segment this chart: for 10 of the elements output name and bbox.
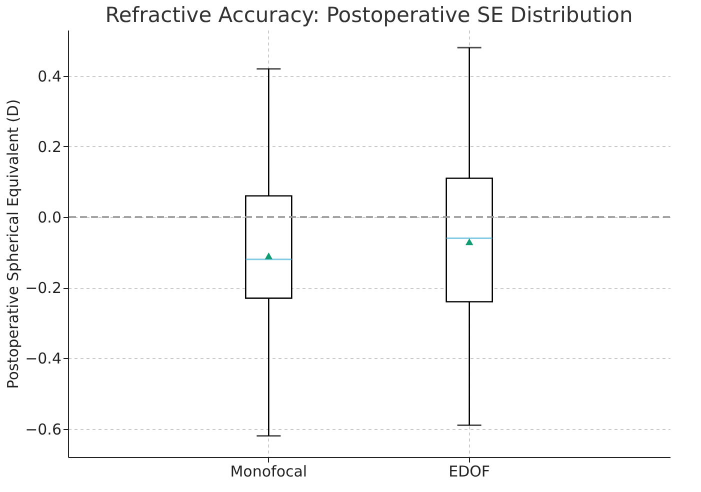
y-tick-label: 0.0 xyxy=(38,208,62,227)
y-tick-label: 0.4 xyxy=(38,67,62,86)
x-tick-label: EDOF xyxy=(448,462,490,480)
y-tick-label: −0.2 xyxy=(25,279,62,298)
chart-title: Refractive Accuracy: Postoperative SE Distribution xyxy=(105,3,633,27)
y-tick-label: −0.4 xyxy=(25,350,62,368)
y-tick-label: −0.6 xyxy=(25,420,62,438)
y-axis-title: Postoperative Spherical Equivalent (D) xyxy=(4,99,22,389)
y-tick-label: 0.2 xyxy=(38,138,62,156)
x-tick-label: Monofocal xyxy=(230,462,308,480)
